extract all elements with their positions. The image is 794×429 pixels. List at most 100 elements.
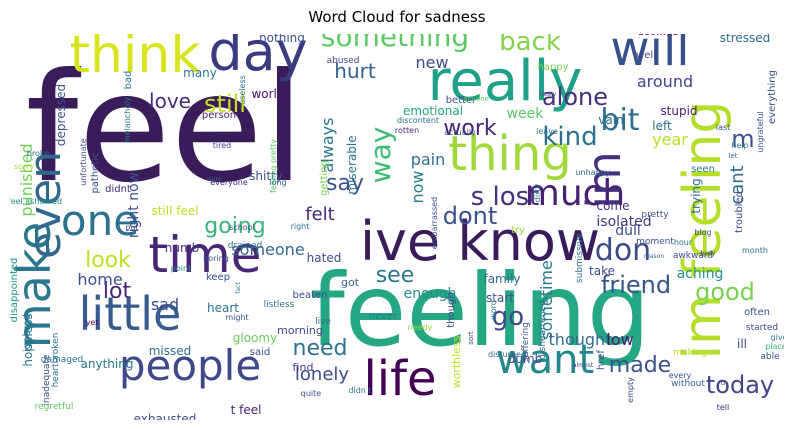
word-didn-t: didn t xyxy=(348,386,371,395)
word-new: new xyxy=(415,53,448,72)
word-feeling-pretty: feeling pretty xyxy=(269,139,278,193)
word-back: back xyxy=(499,34,561,57)
word-right-now: right now xyxy=(126,172,142,238)
word-never: never xyxy=(369,311,399,322)
word-miserable: miserable xyxy=(345,135,359,194)
word-want: want xyxy=(496,337,594,383)
word-lonely: lonely xyxy=(295,364,349,385)
word-drained: drained xyxy=(228,241,262,251)
word-something: something xyxy=(321,34,469,53)
word-leave: leave xyxy=(536,127,558,136)
word-even: even xyxy=(20,151,71,259)
word-unfortunate: unfortunate xyxy=(79,138,88,185)
word-dont: dont xyxy=(443,202,498,230)
word-without: without xyxy=(671,379,705,389)
word-way: way xyxy=(364,127,397,184)
word-thing: thing xyxy=(448,126,571,182)
word-family: family xyxy=(483,272,520,286)
word-every: every xyxy=(669,371,692,380)
word-doomed: doomed xyxy=(638,34,679,38)
word-better: better xyxy=(446,95,477,106)
word-really: really xyxy=(428,49,583,114)
word-melancholy: melancholy xyxy=(123,97,132,143)
word-month: month xyxy=(742,246,768,255)
word-needy: needy xyxy=(408,323,433,332)
word-regretful: regretful xyxy=(35,402,74,412)
word-tell: tell xyxy=(717,403,730,412)
word-quite: quite xyxy=(301,389,322,398)
word-href: href xyxy=(596,350,607,370)
word-often: often xyxy=(744,307,770,318)
word-body: body xyxy=(701,250,716,257)
word-sometime: sometime xyxy=(537,260,556,340)
word-im-feeling: im feeling xyxy=(673,101,733,360)
word-morning: morning xyxy=(277,324,323,337)
word-ive-know: ive know xyxy=(360,210,600,273)
word-embarrassed: embarrassed xyxy=(430,197,439,249)
word-made: made xyxy=(609,353,671,378)
word-stressed: stressed xyxy=(720,34,771,45)
word-hour: hour xyxy=(674,238,693,247)
word-think: think xyxy=(70,34,201,85)
word-almost: almost xyxy=(573,362,594,369)
word-blog: blog xyxy=(694,228,711,237)
word-broke: broke xyxy=(27,149,49,158)
word-rotten: rotten xyxy=(395,126,419,135)
word-felt: felt xyxy=(305,204,334,225)
word-getting: getting xyxy=(319,160,330,196)
word-need: need xyxy=(293,336,348,361)
word-life: life xyxy=(363,351,436,407)
word-friend: friend xyxy=(601,271,671,299)
word-awkward: awkward xyxy=(673,251,713,261)
word-hated: hated xyxy=(307,251,342,265)
word-sad: sad xyxy=(151,295,179,314)
word-hopeless: hopeless xyxy=(21,313,35,366)
word-vain: vain xyxy=(598,113,623,127)
word-left: left xyxy=(652,119,672,133)
word-might: might xyxy=(225,313,248,322)
word-time: time xyxy=(149,226,262,284)
word-year: year xyxy=(652,130,688,149)
word-lately: lately xyxy=(540,91,557,98)
word-long: long xyxy=(269,178,286,187)
word-lot: lot xyxy=(103,279,132,304)
word-fake: fake xyxy=(115,34,132,35)
word-boring: boring xyxy=(203,254,229,263)
word-start: start xyxy=(486,291,514,305)
word-school: school xyxy=(229,223,255,232)
word-yet: yet xyxy=(86,318,99,327)
word-numb: numb xyxy=(165,241,200,255)
word-now: now xyxy=(408,170,427,203)
word-kind: kind xyxy=(542,122,597,152)
word-going: going xyxy=(204,214,265,239)
word-shitty: shitty xyxy=(249,169,283,183)
word-always: always xyxy=(318,118,337,173)
word-tired: tired xyxy=(213,141,231,150)
word-submissive: submissive xyxy=(575,232,585,283)
word-live: live xyxy=(315,317,331,327)
word-listless: listless xyxy=(264,300,295,310)
word-reason: reason xyxy=(644,253,665,260)
word-everything: everything xyxy=(767,70,778,124)
word-day: day xyxy=(208,34,307,83)
word-sort: sort xyxy=(467,331,475,345)
word-didnt: didnt xyxy=(105,184,131,195)
word-depressed: depressed xyxy=(54,84,68,146)
word-moment: moment xyxy=(636,237,674,247)
word-don: don xyxy=(595,233,651,268)
chart-title: Word Cloud for sadness xyxy=(308,8,486,26)
word-today: today xyxy=(706,371,774,399)
word-look: look xyxy=(85,248,131,273)
word-enough: enough xyxy=(404,286,457,302)
word-alone: alone xyxy=(542,83,608,111)
word-last: last xyxy=(716,123,730,132)
word-damaged: damaged xyxy=(41,355,83,365)
word-will: will xyxy=(610,34,689,77)
word-anyone: anyone xyxy=(463,95,489,103)
word-abused: abused xyxy=(327,56,360,66)
word-many: many xyxy=(183,66,217,80)
word-still: still xyxy=(204,90,246,118)
word-one: one xyxy=(61,196,139,245)
word-help: help xyxy=(731,141,748,150)
word-s-lost: s lost xyxy=(471,182,540,212)
